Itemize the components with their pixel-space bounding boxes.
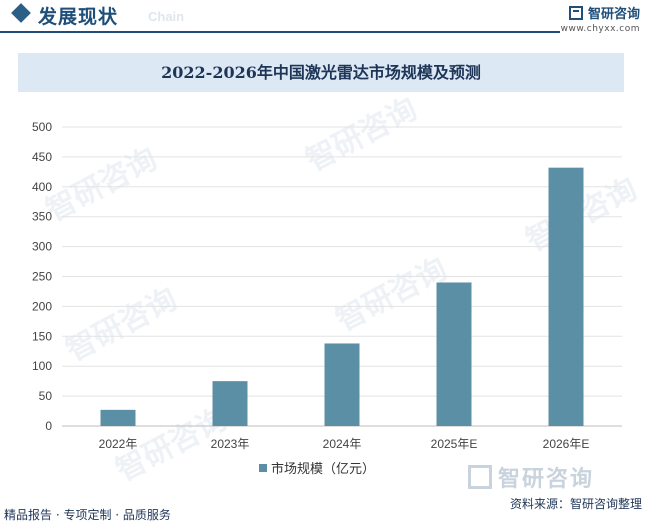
chart-legend: 市场规模（亿元） <box>259 458 375 477</box>
bar <box>212 381 248 426</box>
y-tick-label: 100 <box>32 359 52 373</box>
y-tick-label: 150 <box>32 329 52 343</box>
legend-label: 市场规模（亿元） <box>271 462 376 477</box>
header-divider <box>0 31 560 33</box>
y-tick-label: 50 <box>39 389 53 403</box>
x-tick-label: 2025年E <box>431 437 478 451</box>
y-tick-label: 200 <box>32 299 52 313</box>
y-tick-label: 450 <box>32 150 52 164</box>
x-tick-label: 2023年 <box>211 437 250 451</box>
footer-logo: 智研咨询 <box>468 461 594 493</box>
chart-title-band <box>18 53 624 92</box>
y-tick-label: 500 <box>32 120 52 134</box>
brand-url: www.chyxx.com <box>560 24 640 34</box>
footer-tagline: 精品报告 · 专项定制 · 品质服务 <box>4 508 171 522</box>
footer-logo-text: 智研咨询 <box>498 467 595 492</box>
legend-swatch <box>259 463 267 472</box>
x-tick-label: 2024年 <box>323 437 362 451</box>
data-source: 资料来源：智研咨询整理 <box>509 497 642 511</box>
bar <box>436 282 472 426</box>
bar <box>548 167 584 426</box>
section-subtitle: Chain <box>148 9 185 24</box>
y-tick-label: 300 <box>32 240 52 254</box>
bar <box>324 343 360 426</box>
chart-title: 2022-2026年中国激光雷达市场规模及预测 <box>161 63 481 82</box>
y-tick-label: 250 <box>32 270 52 284</box>
brand-logo-icon <box>568 5 583 20</box>
y-tick-label: 400 <box>32 180 52 194</box>
brand: 智研咨询 www.chyxx.com <box>561 3 640 34</box>
bar <box>100 409 136 426</box>
section-title: 发展现状 <box>38 6 119 28</box>
x-tick-label: 2026年E <box>543 437 590 451</box>
header: 发展现状 Chain 智研咨询 www.chyxx.com <box>0 0 646 34</box>
x-tick-label: 2022年 <box>99 437 138 451</box>
footer-logo-icon <box>468 465 492 489</box>
y-tick-label: 350 <box>32 210 52 224</box>
brand-name: 智研咨询 <box>587 7 640 22</box>
y-tick-label: 0 <box>45 419 52 433</box>
